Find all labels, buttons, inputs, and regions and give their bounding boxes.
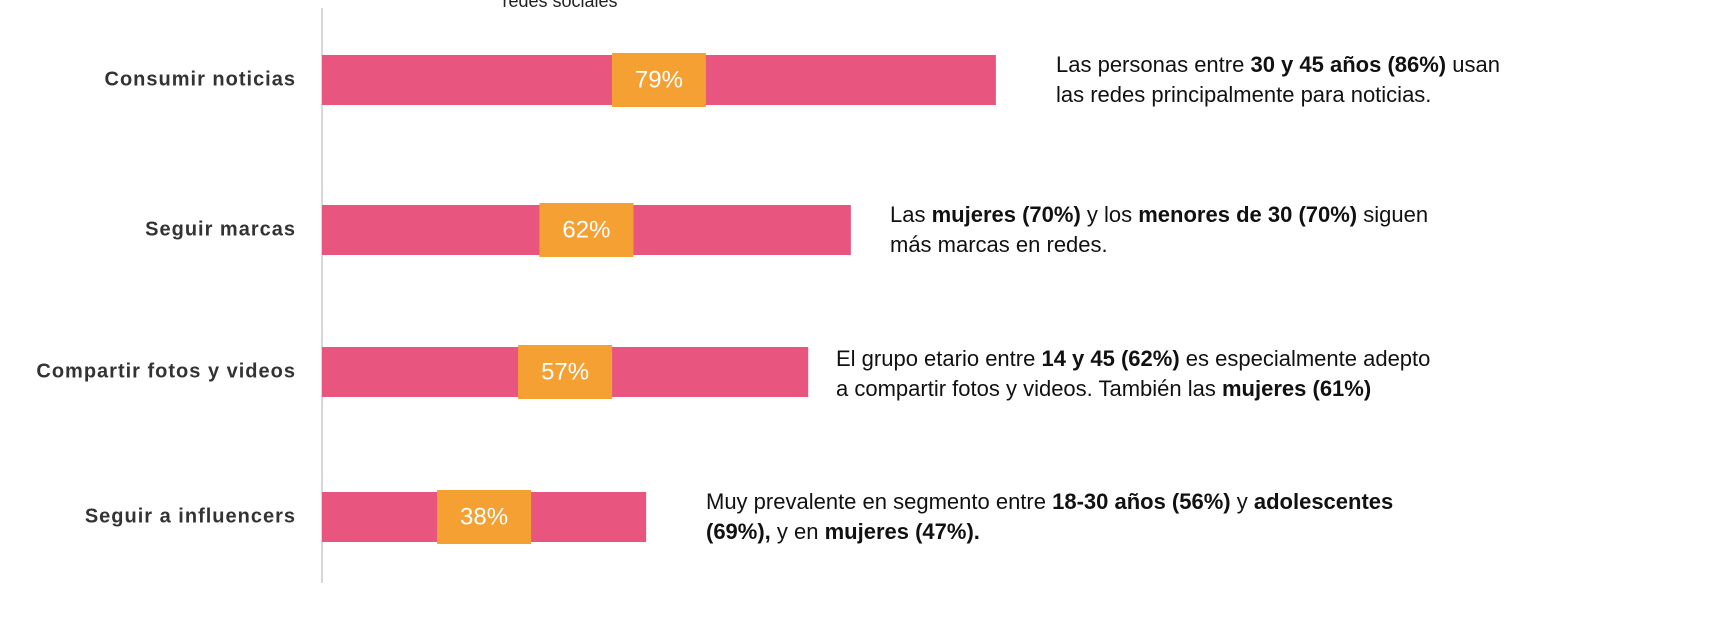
annotation-text: Muy prevalente en segmento entre [706, 489, 1052, 514]
annotation-line: (69%), y en mujeres (47%). [706, 519, 980, 544]
annotation-line: Las personas entre 30 y 45 años (86%) us… [1056, 52, 1500, 77]
category-label: Seguir marcas [145, 218, 296, 240]
value-label-box [518, 345, 613, 399]
annotation-text: y los [1081, 202, 1138, 227]
annotation-text: El grupo etario entre [836, 346, 1041, 371]
value-label: 38% [460, 503, 508, 530]
annotation-line: Muy prevalente en segmento entre 18-30 a… [706, 489, 1393, 514]
annotation-text: y en [771, 519, 825, 544]
chart-title: redes sociales [502, 0, 617, 11]
annotation-line: Las mujeres (70%) y los menores de 30 (7… [890, 202, 1428, 227]
value-label: 79% [635, 66, 683, 93]
annotation-text: mujeres (61%) [1222, 376, 1371, 401]
value-label-box [611, 53, 706, 107]
annotation-line: a compartir fotos y videos. También las … [836, 376, 1371, 401]
annotation-line: más marcas en redes. [890, 232, 1108, 257]
annotation-text: 30 y 45 años (86%) [1250, 52, 1446, 77]
value-label-box [437, 490, 532, 544]
category-label: Compartir fotos y videos [36, 360, 296, 382]
annotation-text: y [1231, 489, 1254, 514]
value-label: 62% [562, 216, 610, 243]
annotation-text: las redes principalmente para noticias. [1056, 82, 1431, 107]
annotation-text: 14 y 45 (62%) [1041, 346, 1179, 371]
category-label: Seguir a influencers [85, 505, 296, 527]
annotation-line: las redes principalmente para noticias. [1056, 82, 1431, 107]
value-label: 57% [541, 358, 589, 385]
annotation-text: más marcas en redes. [890, 232, 1108, 257]
annotation-text: (69%), [706, 519, 771, 544]
annotation-text: menores de 30 (70%) [1138, 202, 1357, 227]
annotation-text: mujeres (47%). [825, 519, 980, 544]
annotation-text: siguen [1357, 202, 1428, 227]
annotation-text: Las personas entre [1056, 52, 1250, 77]
annotation-text: adolescentes [1254, 489, 1393, 514]
annotation-line: El grupo etario entre 14 y 45 (62%) es e… [836, 346, 1430, 371]
annotation-text: Las [890, 202, 932, 227]
annotation-text: usan [1446, 52, 1500, 77]
annotation-text: 18-30 años (56%) [1052, 489, 1231, 514]
value-label-box [539, 203, 634, 257]
annotation-text: mujeres (70%) [932, 202, 1081, 227]
annotation-text: a compartir fotos y videos. También las [836, 376, 1222, 401]
annotation-text: es especialmente adepto [1180, 346, 1431, 371]
category-label: Consumir noticias [105, 68, 296, 90]
